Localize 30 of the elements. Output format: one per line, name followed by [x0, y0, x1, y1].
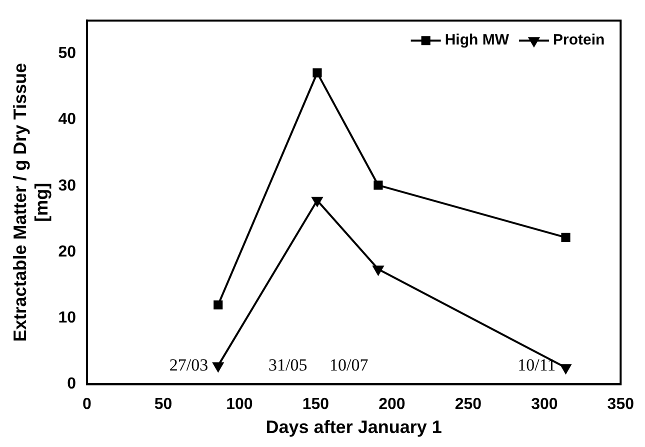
y-tick-label: 20 [58, 243, 76, 260]
x-tick-label: 250 [454, 396, 482, 414]
point [212, 362, 224, 372]
y-tick-label: 10 [58, 309, 76, 326]
annotation: 10/11 [518, 356, 556, 375]
point [374, 180, 383, 190]
x-tick-label: 300 [531, 396, 558, 414]
point [372, 266, 384, 276]
point [561, 232, 570, 242]
point [312, 196, 323, 206]
point [560, 364, 572, 374]
x-tick-label: 100 [226, 396, 253, 414]
annotation: 27/03 [169, 356, 208, 375]
legend-label: Protein [552, 32, 605, 49]
y-tick-label: 50 [58, 45, 76, 62]
x-axis-title: Days after January 1 [266, 417, 442, 438]
annotation: 31/05 [268, 356, 308, 375]
x-tick-label: 0 [82, 396, 92, 414]
x-tick-label: 200 [378, 396, 406, 414]
y-axis-title: Extractable Matter / g Dry Tissue [mg] [10, 63, 52, 342]
point [214, 300, 223, 310]
annotation: 10/07 [329, 356, 369, 375]
x-tick-label: 150 [302, 396, 330, 414]
y-tick-label: 30 [58, 177, 76, 194]
y-tick-label: 40 [58, 111, 76, 128]
x-tick-label: 50 [154, 396, 172, 414]
y-tick-label: 0 [67, 376, 76, 393]
point [312, 68, 322, 78]
x-tick-label: 350 [607, 396, 634, 414]
legend-label: High MW [444, 32, 510, 49]
